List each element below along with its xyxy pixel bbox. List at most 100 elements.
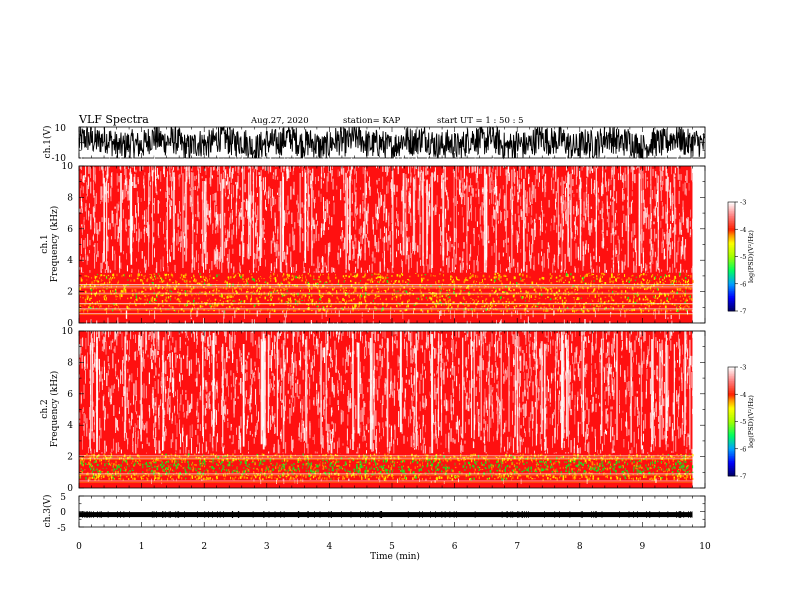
band-speck (691, 299, 693, 302)
spectral-gap (507, 210, 509, 218)
band-speck (592, 307, 595, 310)
spectral-gap (574, 266, 576, 273)
spectral-gap (367, 269, 368, 275)
spectral-gap (289, 162, 291, 172)
spectral-gap (177, 167, 179, 171)
spectral-gap (167, 164, 168, 169)
spectral-gap (276, 258, 278, 269)
band-speck (144, 298, 146, 301)
band-speck (678, 288, 680, 291)
band-speck (684, 293, 686, 297)
band-speck (624, 274, 626, 277)
band-speck (452, 276, 453, 278)
spectral-gap (90, 214, 92, 230)
band-speck (656, 287, 658, 291)
band-speck (442, 310, 444, 312)
ch1-spectrogram (79, 152, 694, 323)
spectral-gap (256, 220, 257, 237)
spectral-gap (189, 175, 191, 185)
band-speck (280, 284, 281, 287)
spectral-gap (94, 243, 96, 254)
band-speck (247, 282, 249, 285)
band-speck (150, 297, 152, 301)
spectral-gap (429, 203, 431, 217)
band-speck (149, 276, 152, 279)
spectral-gap (649, 251, 651, 256)
band-speck (661, 301, 662, 304)
spectral-streak (422, 171, 424, 266)
band-speck (582, 285, 584, 288)
spectral-gap (356, 171, 357, 183)
band-speck (366, 279, 368, 281)
band-speck (640, 308, 642, 311)
spectral-gap (414, 158, 416, 175)
spectral-gap (247, 200, 249, 217)
spectral-gap (421, 173, 423, 188)
spectral-gap (518, 233, 519, 243)
band-speck (245, 279, 246, 281)
spectral-gap (658, 216, 660, 230)
spectral-gap (555, 159, 557, 172)
band-speck (227, 295, 229, 299)
spectral-gap (428, 211, 430, 226)
band-speck (578, 297, 580, 300)
band-speck (108, 283, 110, 285)
band-speck (350, 280, 352, 283)
band-speck (322, 308, 325, 311)
band-speck (265, 281, 267, 284)
spectral-gap (191, 203, 193, 207)
spectral-gap (249, 226, 251, 235)
spectral-gap (512, 194, 514, 201)
spectral-gap (680, 246, 682, 260)
band-speck (568, 294, 570, 296)
band-speck (632, 274, 634, 277)
spectral-gap (616, 250, 618, 254)
band-speck (666, 297, 668, 301)
band-speck (458, 285, 460, 288)
spectral-gap (531, 228, 533, 236)
spectral-gap (665, 178, 667, 192)
band-speck (374, 309, 377, 311)
band-speck (358, 306, 360, 308)
spectral-gap (274, 169, 276, 180)
band-speck (129, 274, 130, 277)
band-speck (164, 299, 166, 302)
spectral-streak (419, 171, 421, 258)
spectral-gap (83, 216, 85, 222)
spectral-gap (463, 262, 464, 268)
spectral-gap (312, 240, 314, 249)
spectral-gap (625, 174, 627, 188)
spectral-gap (246, 244, 248, 259)
band-speck (240, 276, 242, 277)
spectral-gap (216, 219, 217, 223)
band-speck (154, 307, 156, 309)
band-speck (498, 288, 501, 291)
band-speck (79, 305, 81, 307)
band-speck (95, 287, 97, 290)
band-speck (177, 298, 179, 300)
spectral-gap (317, 266, 319, 275)
spectral-gap (545, 230, 546, 234)
spectral-gap (184, 231, 186, 238)
band-speck (290, 293, 292, 295)
spectral-gap (502, 185, 504, 190)
spectral-gap (414, 219, 416, 223)
band-speck (545, 309, 547, 313)
band-speck (81, 306, 83, 308)
spectral-gap (492, 188, 494, 205)
band-speck (227, 276, 230, 279)
band-speck (169, 295, 172, 298)
band-speck (348, 296, 350, 298)
spectral-gap (126, 253, 127, 260)
spectral-streak (405, 174, 407, 265)
band-speck (450, 278, 452, 281)
band-speck (411, 290, 413, 291)
band-speck (395, 290, 397, 293)
band-speck (159, 281, 161, 283)
spectral-gap (128, 219, 130, 226)
band-speck (528, 310, 530, 312)
spectral-gap (86, 254, 88, 265)
band-speck (560, 285, 562, 288)
band-speck (480, 291, 482, 294)
spectral-gap (469, 264, 470, 270)
